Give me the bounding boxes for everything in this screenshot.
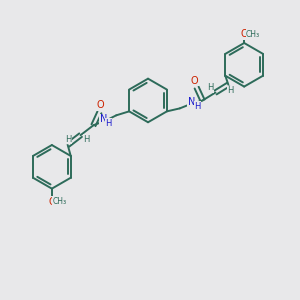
Text: O: O: [191, 76, 198, 85]
Text: O: O: [97, 100, 104, 110]
Text: O: O: [48, 196, 56, 206]
Text: H: H: [227, 86, 233, 95]
Text: CH₃: CH₃: [53, 197, 67, 206]
Text: N: N: [100, 114, 107, 124]
Text: N: N: [188, 98, 195, 107]
Text: H: H: [83, 135, 90, 144]
Text: H: H: [105, 119, 112, 128]
Text: H: H: [207, 83, 214, 92]
Text: O: O: [240, 29, 248, 39]
Text: H: H: [194, 102, 201, 111]
Text: H: H: [65, 135, 72, 144]
Text: CH₃: CH₃: [246, 30, 260, 39]
